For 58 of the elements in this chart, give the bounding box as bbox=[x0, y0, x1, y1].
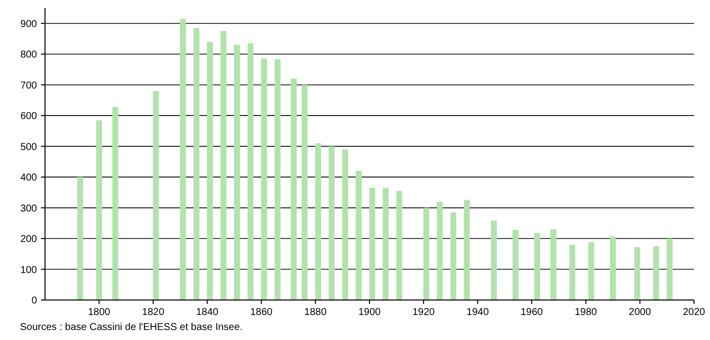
bar bbox=[610, 236, 616, 300]
x-tick-label: 1940 bbox=[466, 307, 490, 318]
x-tick-label: 1880 bbox=[304, 307, 327, 318]
bar bbox=[234, 44, 240, 300]
x-tick-label: 1920 bbox=[412, 307, 436, 318]
bar bbox=[328, 146, 335, 300]
x-tick-label: 2000 bbox=[628, 307, 652, 318]
bar bbox=[550, 229, 556, 300]
y-tick-label: 500 bbox=[20, 142, 38, 153]
bar bbox=[180, 18, 186, 300]
bar bbox=[248, 43, 254, 300]
bar bbox=[450, 212, 456, 300]
x-tick-label: 1840 bbox=[196, 307, 219, 318]
bar bbox=[206, 42, 213, 300]
bar bbox=[274, 59, 281, 300]
bar bbox=[96, 120, 102, 300]
y-tick-label: 300 bbox=[20, 203, 38, 214]
bar bbox=[534, 232, 540, 300]
bar bbox=[152, 90, 159, 300]
bar bbox=[220, 31, 226, 300]
x-tick-label: 1960 bbox=[520, 307, 544, 318]
bar bbox=[423, 208, 430, 300]
bar bbox=[634, 247, 640, 300]
x-tick-label: 1800 bbox=[88, 307, 111, 318]
bar bbox=[666, 238, 673, 300]
bar bbox=[588, 242, 594, 300]
bar bbox=[396, 190, 402, 300]
y-tick-label: 400 bbox=[20, 172, 38, 184]
y-tick-label: 100 bbox=[20, 264, 38, 276]
bar bbox=[369, 188, 376, 300]
x-tick-label: 1980 bbox=[574, 307, 598, 318]
bar bbox=[490, 220, 497, 300]
bar bbox=[382, 188, 389, 300]
x-tick-label: 1820 bbox=[142, 307, 165, 318]
bar bbox=[77, 177, 84, 300]
y-tick-label: 800 bbox=[20, 50, 38, 61]
bar bbox=[342, 149, 348, 300]
bar bbox=[302, 84, 308, 300]
bar bbox=[653, 246, 660, 300]
y-tick-label: 900 bbox=[20, 18, 38, 30]
bar bbox=[356, 170, 362, 300]
bar bbox=[193, 28, 200, 300]
bar bbox=[569, 244, 576, 300]
x-tick-label: 1860 bbox=[250, 307, 273, 318]
y-tick-label: 700 bbox=[20, 80, 38, 92]
bar bbox=[315, 143, 322, 300]
y-tick-label: 0 bbox=[31, 296, 38, 306]
y-tick-label: 200 bbox=[20, 234, 38, 246]
source-note: Sources : base Cassini de l'EHESS et base Insee. bbox=[20, 322, 243, 333]
bar bbox=[290, 78, 297, 300]
bar bbox=[112, 106, 118, 300]
bar bbox=[436, 202, 443, 300]
y-tick-label: 600 bbox=[20, 111, 38, 122]
bar bbox=[261, 58, 268, 300]
x-tick-label: 1900 bbox=[358, 307, 382, 318]
bar bbox=[512, 230, 518, 300]
x-tick-label: 2020 bbox=[682, 307, 706, 318]
bar bbox=[464, 200, 470, 300]
